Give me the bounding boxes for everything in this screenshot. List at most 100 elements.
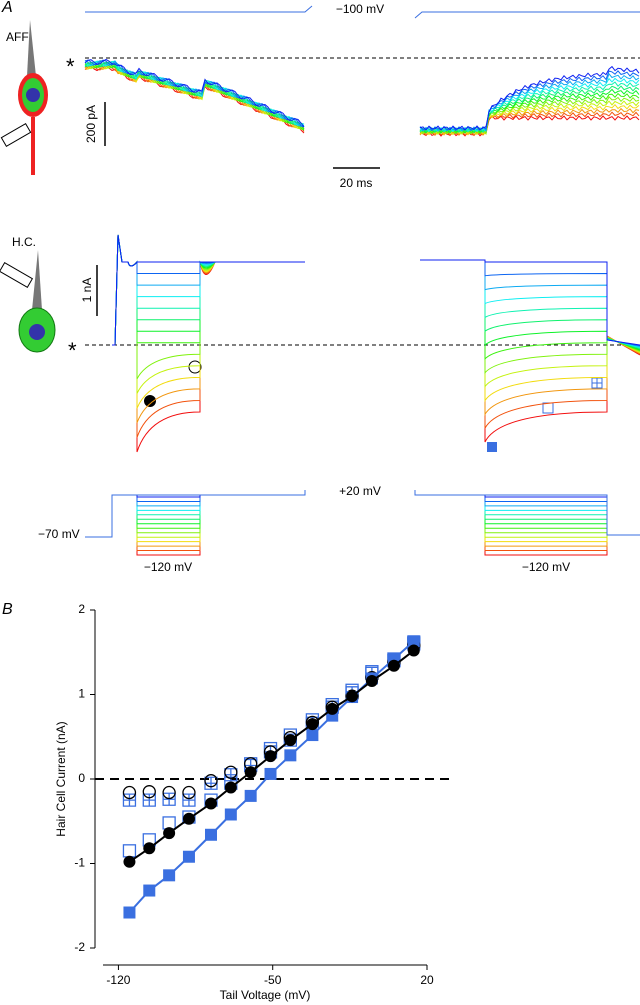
y-axis-label: Hair Cell Current (nA) — [54, 721, 68, 836]
x-tick-label: -120 — [106, 973, 130, 987]
afferent-trace — [419, 115, 640, 137]
point — [162, 785, 176, 800]
afferent-trace — [419, 70, 640, 132]
point — [182, 785, 196, 800]
point — [142, 793, 156, 807]
panel-label: A — [1, 0, 13, 16]
scale-label: 200 pA — [84, 105, 98, 143]
hair-cell-trace — [112, 234, 305, 380]
point — [163, 869, 176, 882]
afferent-trace — [84, 64, 305, 132]
point — [306, 718, 319, 731]
trace-marker — [542, 402, 554, 414]
point — [264, 750, 277, 763]
afferent-trace — [84, 59, 305, 128]
x-tick-label: -50 — [264, 973, 282, 987]
afferent-trace — [419, 92, 640, 134]
voltage-trace — [136, 495, 201, 516]
voltage-trace — [136, 495, 201, 520]
point — [122, 793, 137, 807]
voltage-trace — [136, 495, 201, 498]
voltage-trace — [136, 495, 201, 547]
point — [224, 781, 237, 794]
hair-cell-trace — [112, 234, 305, 346]
voltage-trace — [484, 495, 608, 547]
hair-cell-trace — [112, 234, 305, 346]
x-tick-label: 20 — [420, 973, 434, 987]
x-axis-label: Tail Voltage (mV) — [220, 988, 311, 1002]
hair-cell-trace — [112, 234, 305, 346]
point — [306, 729, 319, 742]
hair-cell-trace — [112, 234, 305, 346]
scale-label: 1 nA — [80, 278, 94, 303]
hair-cell-trace — [112, 234, 305, 394]
trace-marker — [591, 377, 603, 389]
y-tick-label: 0 — [78, 771, 85, 785]
voltage-label: +20 mV — [339, 484, 381, 498]
afferent-trace — [84, 65, 305, 134]
afferent-trace — [419, 88, 640, 134]
voltage-label: −70 mV — [38, 527, 80, 541]
hair-cell-trace — [420, 259, 640, 361]
afferent-trace — [419, 65, 640, 131]
point — [205, 828, 217, 841]
hair-cell-trace — [112, 234, 305, 346]
voltage-trace — [484, 495, 608, 502]
point — [407, 635, 420, 648]
point — [244, 766, 257, 779]
point — [365, 674, 378, 687]
point — [182, 793, 196, 807]
point — [224, 765, 238, 779]
point — [182, 812, 195, 825]
point — [407, 644, 420, 657]
voltage-trace — [414, 490, 640, 536]
point — [123, 855, 136, 868]
afferent-trace — [419, 111, 640, 137]
hair-cell-trace — [112, 234, 305, 346]
holding-trace — [85, 5, 313, 13]
trace-marker — [487, 442, 497, 452]
voltage-label: −120 mV — [144, 560, 192, 574]
hair-cell-trace — [420, 259, 640, 443]
afferent-trace — [84, 58, 305, 128]
voltage-trace — [136, 495, 201, 502]
hair-cell-trace — [420, 259, 640, 429]
voltage-trace — [136, 495, 201, 534]
voltage-trace — [484, 495, 608, 520]
point — [326, 702, 339, 715]
hair-cell-trace — [420, 259, 640, 417]
voltage-trace — [136, 495, 201, 551]
voltage-trace — [85, 490, 306, 538]
point — [163, 827, 176, 840]
holding-trace — [414, 11, 640, 19]
trace-marker — [144, 395, 156, 407]
cell-label: AFF — [6, 30, 29, 44]
voltage-trace — [484, 495, 608, 516]
point — [346, 690, 359, 703]
hair-cell-trace — [112, 234, 305, 346]
point — [264, 767, 277, 780]
hair-cell-trace — [420, 259, 640, 375]
chart: B -2 -1 0 1 2 -120 -50 20 Tail Voltage (mV) Hair C… — [2, 601, 450, 1002]
point — [182, 850, 195, 863]
voltage-trace — [484, 495, 608, 534]
voltage-trace — [484, 495, 608, 551]
point — [142, 785, 156, 799]
point — [224, 808, 237, 821]
baseline-star: * — [68, 338, 77, 363]
y-tick-label: -2 — [74, 940, 85, 954]
voltage-label: −120 mV — [522, 560, 570, 574]
y-tick-label: 1 — [78, 687, 85, 701]
point — [122, 844, 137, 858]
traces — [84, 58, 640, 556]
hair-cell-trace — [420, 259, 640, 389]
hair-cell-trace — [112, 234, 305, 346]
y-tick-label: 2 — [78, 602, 85, 616]
point — [387, 659, 400, 672]
cell-label: H.C. — [12, 235, 36, 249]
voltage-label: −100 mV — [336, 2, 384, 16]
afferent-trace — [84, 59, 305, 127]
point — [162, 792, 176, 806]
baseline-star: * — [66, 54, 75, 79]
